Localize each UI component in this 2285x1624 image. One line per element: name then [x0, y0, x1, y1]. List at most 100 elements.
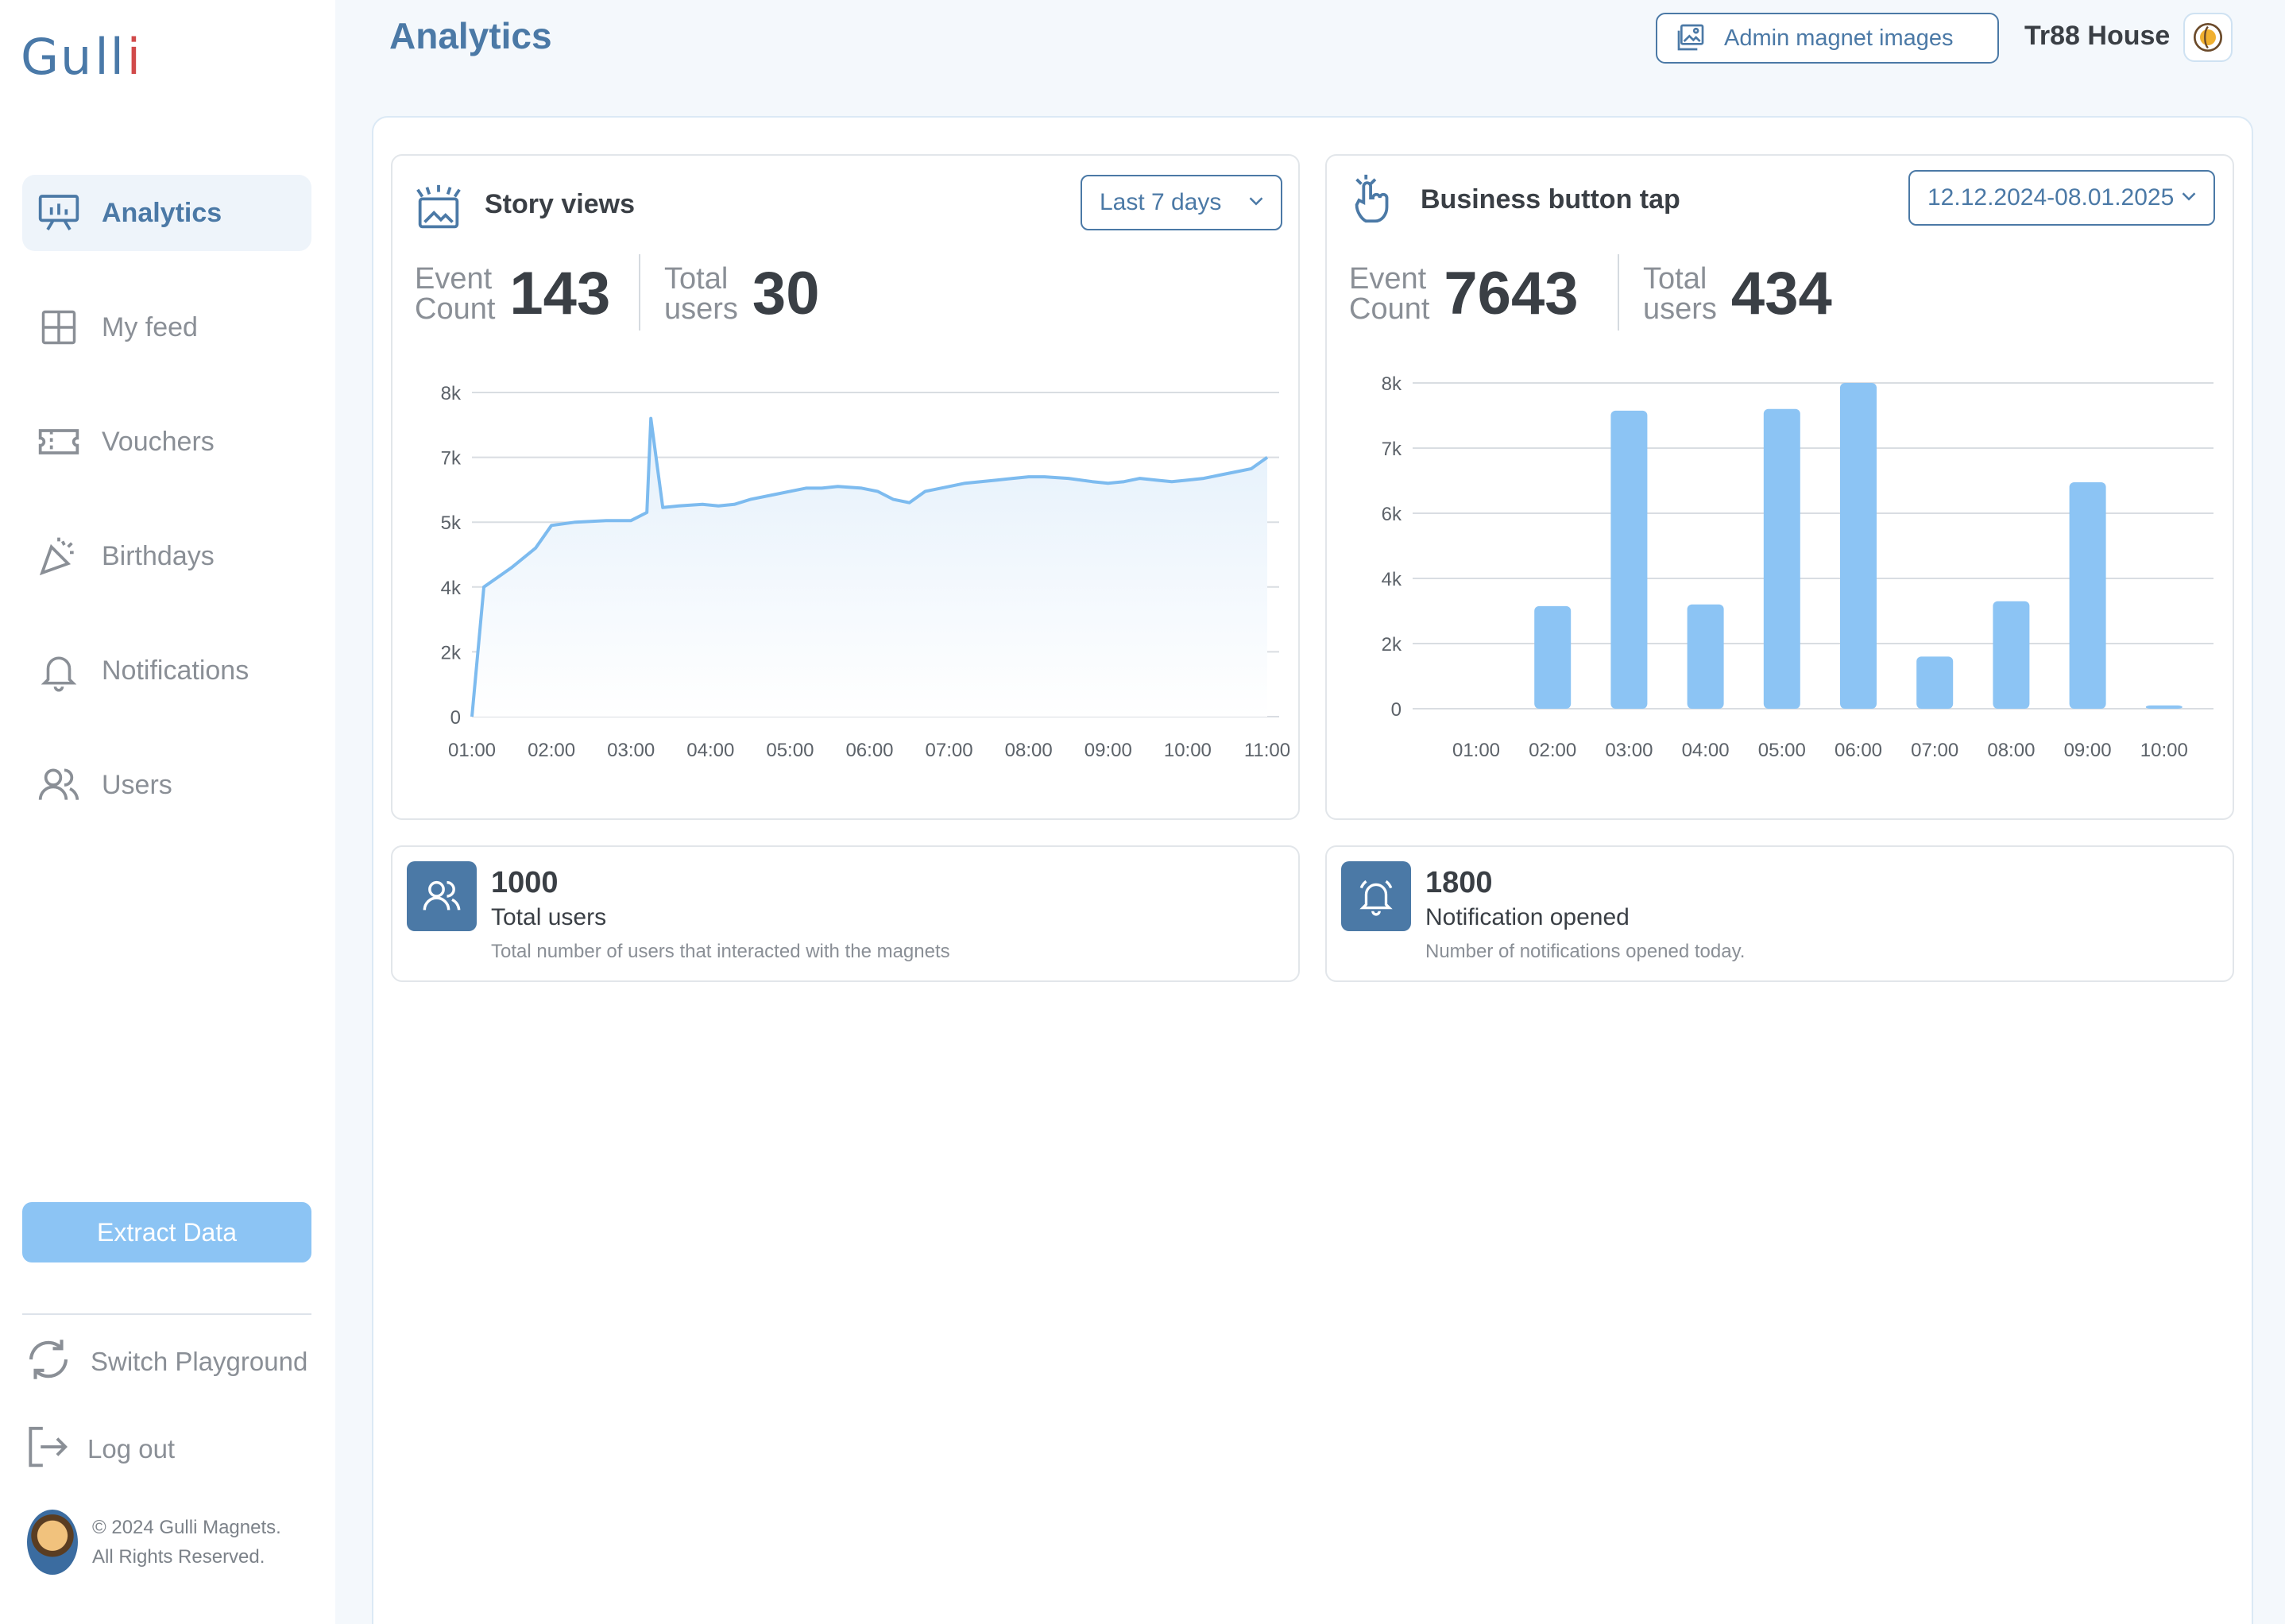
- metric-label-line-1: Total: [1643, 261, 1707, 296]
- sidebar-item-label: My feed: [102, 311, 198, 342]
- sidebar-nav: Analytics My feed Vouchers Birthdays Not…: [22, 175, 311, 861]
- business-button-tap-card: Business button tap 12.12.2024-08.01.202…: [1325, 154, 2234, 820]
- grid-icon: [37, 305, 81, 350]
- logout-button[interactable]: Log out: [22, 1422, 175, 1475]
- total-users-stat-card: 1000 Total users Total number of users t…: [391, 845, 1300, 982]
- users-icon: [407, 861, 477, 931]
- y-tick-label: 2k: [441, 642, 462, 663]
- users-icon: [37, 763, 81, 807]
- sidebar-item-label: Birthdays: [102, 540, 215, 571]
- chevron-down-icon: [2177, 184, 2201, 212]
- business-total-users: Total users 434: [1643, 259, 1832, 328]
- sidebar-item-label: Analytics: [102, 197, 222, 228]
- sidebar-item-label: Vouchers: [102, 426, 215, 457]
- notification-opened-stat-card: 1800 Notification opened Number of notif…: [1325, 845, 2234, 982]
- main-panel: Story views Last 7 days Event Count 143 …: [372, 116, 2253, 1624]
- x-tick-label: 09:00: [2064, 740, 2112, 761]
- sidebar-item-vouchers[interactable]: Vouchers: [22, 404, 311, 480]
- sidebar-item-birthdays[interactable]: Birthdays: [22, 518, 311, 594]
- sidebar-item-analytics[interactable]: Analytics: [22, 175, 311, 251]
- metric-label: Event Count: [1349, 264, 1429, 324]
- logo-text: Gu: [21, 27, 94, 86]
- bar: [1687, 604, 1724, 709]
- card-title: Story views: [485, 189, 635, 219]
- business-date-range-dropdown[interactable]: 12.12.2024-08.01.2025: [1908, 170, 2215, 226]
- metric-label-line-2: Count: [415, 292, 496, 326]
- x-tick-label: 01:00: [1452, 740, 1500, 761]
- metric-label-line-2: users: [1643, 292, 1717, 326]
- stat-label: Total users: [491, 904, 607, 930]
- business-button-tap-chart: 0 2k 4k 6k 7k 8k 01:00 02:00 03:00 04:00 05:00 06:0…: [1382, 373, 2213, 761]
- y-tick-label: 6k: [1382, 504, 1402, 525]
- x-tick-label: 08:00: [1005, 740, 1053, 761]
- y-tick-label: 0: [450, 707, 461, 729]
- x-tick-label: 05:00: [1758, 740, 1806, 761]
- metric-label-line-1: Event: [1349, 261, 1427, 296]
- metric-value: 434: [1730, 260, 1832, 327]
- copyright-text: © 2024 Gulli Magnets. All Rights Reserve…: [92, 1513, 281, 1572]
- party-popper-icon: [37, 534, 81, 578]
- story-views-chart: 0 2k 4k 5k 7k 8k 01:00 02:00 03:00 04:00 05:00 06:0…: [441, 383, 1290, 761]
- bell-ring-icon: [1341, 861, 1411, 931]
- house-name: Tr88 House: [2024, 21, 2171, 51]
- metric-value: 30: [752, 260, 820, 327]
- sidebar-divider: [22, 1313, 311, 1315]
- admin-magnet-images-button[interactable]: Admin magnet images: [1656, 13, 1999, 64]
- house-logo[interactable]: [2183, 13, 2233, 62]
- metric-value: 7643: [1444, 260, 1579, 327]
- metric-label: Total users: [1643, 264, 1717, 324]
- sidebar-item-label: Notifications: [102, 655, 249, 686]
- tap-hand-icon: [1344, 172, 1402, 229]
- image-gallery-icon: [1675, 21, 1707, 56]
- metric-value: 143: [509, 260, 611, 327]
- bar: [1993, 601, 2030, 709]
- logout-icon: [22, 1422, 72, 1475]
- x-tick-label: 03:00: [1605, 740, 1653, 761]
- x-tick-label: 07:00: [1911, 740, 1958, 761]
- metric-label-line-2: Count: [1349, 292, 1430, 326]
- copyright-line-1: © 2024 Gulli Magnets.: [92, 1517, 281, 1538]
- chevron-down-icon: [1244, 189, 1268, 217]
- metric-label-line-2: users: [664, 292, 738, 326]
- metric-divider: [1618, 254, 1619, 331]
- x-tick-label: 09:00: [1085, 740, 1132, 761]
- dropdown-value: 12.12.2024-08.01.2025: [1927, 184, 2175, 211]
- logout-label: Log out: [87, 1433, 176, 1464]
- metric-label-line-1: Event: [415, 261, 493, 296]
- metric-label-line-1: Total: [664, 261, 729, 296]
- extract-data-button[interactable]: Extract Data: [22, 1202, 311, 1262]
- x-tick-label: 06:00: [845, 740, 893, 761]
- copyright-line-2: All Rights Reserved.: [92, 1546, 265, 1568]
- x-tick-label: 05:00: [766, 740, 814, 761]
- stat-value: 1800: [1425, 866, 1493, 899]
- sidebar-item-users[interactable]: Users: [22, 747, 311, 823]
- sidebar: Gu ll i Analytics My feed Vouchers Birthda…: [0, 0, 335, 1624]
- x-tick-label: 01:00: [448, 740, 496, 761]
- mascot-avatar: [27, 1510, 78, 1575]
- x-tick-label: 02:00: [528, 740, 575, 761]
- dropdown-value: Last 7 days: [1100, 189, 1222, 215]
- x-tick-label: 06:00: [1835, 740, 1882, 761]
- stat-description: Total number of users that interacted wi…: [491, 941, 950, 962]
- switch-playground-button[interactable]: Switch Playground: [22, 1333, 307, 1390]
- story-range-dropdown[interactable]: Last 7 days: [1081, 175, 1282, 230]
- x-tick-label: 10:00: [1164, 740, 1212, 761]
- bell-icon: [37, 648, 81, 693]
- y-tick-label: 2k: [1382, 634, 1402, 655]
- house-emblem-icon: [2194, 23, 2222, 52]
- metric-divider: [639, 254, 640, 331]
- metric-label: Total users: [664, 264, 738, 324]
- y-tick-label: 7k: [441, 448, 462, 470]
- stat-value: 1000: [491, 866, 559, 899]
- gulli-logo[interactable]: Gu ll i: [21, 27, 143, 86]
- y-tick-label: 7k: [1382, 439, 1402, 460]
- logo-dot: i: [126, 27, 143, 86]
- sidebar-item-my-feed[interactable]: My feed: [22, 289, 311, 365]
- y-tick-label: 4k: [1382, 569, 1402, 590]
- y-tick-label: 8k: [441, 383, 462, 404]
- area-fill: [472, 418, 1267, 717]
- bar: [1610, 410, 1648, 709]
- bar: [2145, 705, 2183, 709]
- sidebar-item-notifications[interactable]: Notifications: [22, 632, 311, 709]
- x-tick-label: 11:00: [1244, 740, 1290, 761]
